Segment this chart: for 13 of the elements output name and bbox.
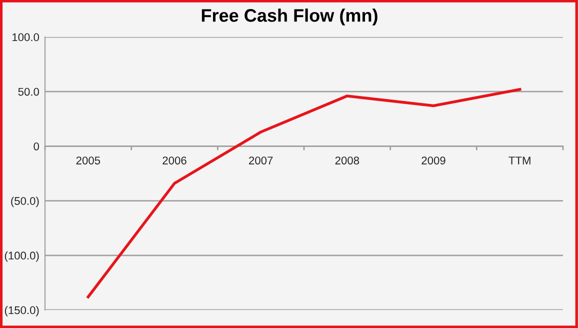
x-tick-label: 2009	[422, 156, 446, 164]
x-tick-label: TTM	[508, 156, 530, 164]
x-tick-label: 2008	[335, 156, 360, 164]
x-tick-label: 2005	[76, 156, 100, 164]
y-tick-label: (50.0)	[11, 196, 39, 208]
x-tick-label: 2006	[162, 156, 186, 164]
y-tick-label: (100.0)	[4, 251, 39, 262]
y-tick-label: 0	[34, 142, 40, 150]
y-tick-label: 50.0	[18, 88, 40, 96]
y-tick-label: 100.0	[12, 33, 40, 42]
y-tick-label: (150.0)	[4, 306, 39, 316]
x-tick-label: 2007	[249, 156, 273, 164]
chart-title: Free Cash Flow (mn)	[202, 8, 378, 26]
